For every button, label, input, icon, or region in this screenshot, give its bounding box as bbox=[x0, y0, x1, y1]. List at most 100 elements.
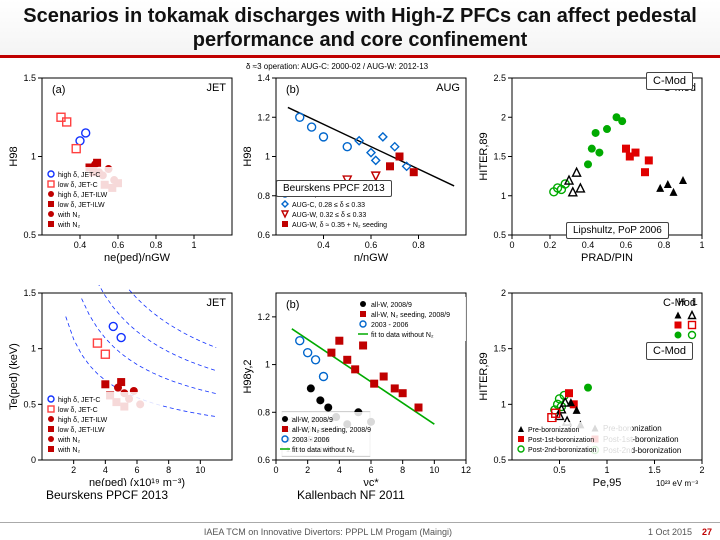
footer-center: IAEA TCM on Innovative Divertors: PPPL L… bbox=[204, 527, 452, 537]
svg-text:1: 1 bbox=[501, 399, 506, 409]
svg-text:Post-1st-boronization: Post-1st-boronization bbox=[528, 437, 594, 444]
badge-cmod-top: C-Mod bbox=[646, 72, 693, 90]
svg-text:10: 10 bbox=[195, 465, 205, 475]
footer-date: 1 Oct 2015 bbox=[648, 527, 692, 537]
svg-text:fit to data without N₂: fit to data without N₂ bbox=[371, 332, 434, 339]
svg-text:(b): (b) bbox=[286, 84, 299, 96]
badge-kallenbach: Kallenbach NF 2011 bbox=[291, 486, 411, 504]
svg-text:all-W, 2008/9: all-W, 2008/9 bbox=[371, 302, 412, 309]
svg-text:0.8: 0.8 bbox=[150, 240, 163, 250]
svg-text:JET: JET bbox=[206, 297, 226, 309]
svg-text:1.5: 1.5 bbox=[23, 288, 36, 298]
svg-text:AUG-W, 0.32 ≤ δ ≤ 0.33: AUG-W, 0.32 ≤ δ ≤ 0.33 bbox=[292, 212, 366, 219]
svg-text:high δ, JET-ILW: high δ, JET-ILW bbox=[58, 192, 108, 199]
svg-text:1: 1 bbox=[191, 240, 196, 250]
svg-text:1: 1 bbox=[265, 360, 270, 370]
svg-text:2: 2 bbox=[305, 465, 310, 475]
svg-text:Pre-boronization: Pre-boronization bbox=[528, 427, 579, 434]
badge-beurskens-bottom: Beurskens PPCF 2013 bbox=[40, 486, 174, 504]
svg-text:0.2: 0.2 bbox=[544, 240, 557, 250]
svg-text:H98: H98 bbox=[242, 146, 254, 166]
svg-text:high δ, JET-C: high δ, JET-C bbox=[58, 172, 100, 179]
svg-text:2003 - 2006: 2003 - 2006 bbox=[292, 437, 329, 444]
svg-text:2: 2 bbox=[501, 288, 506, 298]
svg-text:AUG-W, δ ≈ 0.35 + N₂ seeding: AUG-W, δ ≈ 0.35 + N₂ seeding bbox=[292, 222, 387, 229]
svg-text:0.6: 0.6 bbox=[257, 455, 270, 465]
svg-text:10: 10 bbox=[429, 465, 439, 475]
badge-beurskens-mid: Beurskens PPCF 2013 bbox=[276, 180, 392, 197]
panel-f: 0.511.520.511.52Pe,95HITER,89C-ModPre-bo… bbox=[476, 285, 708, 490]
panel-d-svg: 24681000.511.5ne(ped) (x10¹⁹ m⁻³)Te(ped)… bbox=[6, 285, 238, 490]
svg-text:1: 1 bbox=[265, 152, 270, 162]
svg-text:with N₂: with N₂ bbox=[57, 212, 80, 219]
svg-text:low δ, JET-ILW: low δ, JET-ILW bbox=[58, 427, 105, 434]
svg-text:2: 2 bbox=[501, 112, 506, 122]
svg-text:0.8: 0.8 bbox=[412, 240, 425, 250]
svg-text:0: 0 bbox=[31, 455, 36, 465]
svg-text:H98: H98 bbox=[8, 146, 20, 166]
svg-text:4: 4 bbox=[337, 465, 342, 475]
svg-text:2003 - 2006: 2003 - 2006 bbox=[371, 322, 408, 329]
svg-text:JET: JET bbox=[206, 82, 226, 94]
badge-lipshultz: Lipshultz, PoP 2006 bbox=[566, 222, 669, 239]
svg-text:high δ, JET-C: high δ, JET-C bbox=[58, 397, 100, 404]
svg-text:1.2: 1.2 bbox=[257, 112, 270, 122]
svg-text:2: 2 bbox=[71, 465, 76, 475]
plots-grid: 0.40.60.810.511.5ne(ped)/nGWH98(a)JEThig… bbox=[6, 60, 714, 514]
svg-text:0.8: 0.8 bbox=[658, 240, 671, 250]
svg-text:0.8: 0.8 bbox=[257, 191, 270, 201]
svg-text:H98y,2: H98y,2 bbox=[242, 359, 254, 393]
svg-text:0.5: 0.5 bbox=[493, 455, 506, 465]
svg-text:low δ, JET-C: low δ, JET-C bbox=[58, 407, 98, 414]
svg-text:1.2: 1.2 bbox=[257, 312, 270, 322]
svg-text:all-W, 2008/9: all-W, 2008/9 bbox=[292, 417, 333, 424]
panel-b-svg: 0.40.60.80.60.811.21.4n/nGWH98(b)AUGAUG-… bbox=[240, 70, 472, 265]
svg-text:6: 6 bbox=[368, 465, 373, 475]
svg-text:8: 8 bbox=[166, 465, 171, 475]
svg-text:HITER,89: HITER,89 bbox=[478, 132, 490, 180]
svg-text:0.6: 0.6 bbox=[365, 240, 378, 250]
svg-text:1: 1 bbox=[31, 152, 36, 162]
svg-text:1.5: 1.5 bbox=[648, 465, 661, 475]
svg-text:PRAD/PIN: PRAD/PIN bbox=[581, 252, 633, 264]
svg-text:AUG-C, 0.28 ≤ δ ≤ 0.33: AUG-C, 0.28 ≤ δ ≤ 0.33 bbox=[292, 202, 365, 209]
svg-text:4: 4 bbox=[103, 465, 108, 475]
svg-text:Pe,95: Pe,95 bbox=[593, 477, 622, 489]
panel-e: 0246810120.60.811.2νc*H98y,2(b)~1 MA, Ip… bbox=[240, 285, 472, 490]
svg-text:Te(ped) (keV): Te(ped) (keV) bbox=[8, 343, 20, 410]
svg-text:H: H bbox=[678, 297, 685, 308]
svg-text:0.6: 0.6 bbox=[620, 240, 633, 250]
svg-text:1.5: 1.5 bbox=[23, 73, 36, 83]
svg-text:0: 0 bbox=[509, 240, 514, 250]
svg-text:1: 1 bbox=[31, 344, 36, 354]
svg-text:all-W, N₂ seeding, 2008/9: all-W, N₂ seeding, 2008/9 bbox=[371, 312, 450, 319]
svg-text:1: 1 bbox=[699, 240, 704, 250]
svg-text:high δ, JET-ILW: high δ, JET-ILW bbox=[58, 417, 108, 424]
svg-text:Post-2nd-boronization: Post-2nd-boronization bbox=[528, 447, 597, 454]
svg-text:2.5: 2.5 bbox=[493, 73, 506, 83]
svg-text:1: 1 bbox=[501, 191, 506, 201]
panel-d: 24681000.511.5ne(ped) (x10¹⁹ m⁻³)Te(ped)… bbox=[6, 285, 238, 490]
svg-text:0.8: 0.8 bbox=[257, 407, 270, 417]
svg-text:low δ, JET-C: low δ, JET-C bbox=[58, 182, 98, 189]
svg-text:1.5: 1.5 bbox=[493, 344, 506, 354]
svg-text:0.5: 0.5 bbox=[23, 399, 36, 409]
svg-text:0.6: 0.6 bbox=[257, 230, 270, 240]
svg-text:fit to data without N₂: fit to data without N₂ bbox=[292, 447, 355, 454]
svg-text:1.5: 1.5 bbox=[493, 152, 506, 162]
svg-text:0.4: 0.4 bbox=[74, 240, 87, 250]
slide-title: Scenarios in tokamak discharges with Hig… bbox=[20, 4, 700, 52]
svg-text:(b): (b) bbox=[286, 299, 299, 311]
svg-text:0.5: 0.5 bbox=[23, 230, 36, 240]
svg-text:with N₂: with N₂ bbox=[57, 222, 80, 229]
svg-text:0: 0 bbox=[273, 465, 278, 475]
svg-text:0.5: 0.5 bbox=[493, 230, 506, 240]
svg-text:0.4: 0.4 bbox=[317, 240, 330, 250]
badge-cmod-bottom: C-Mod bbox=[646, 342, 693, 360]
svg-text:with N₂: with N₂ bbox=[57, 437, 80, 444]
svg-text:0.5: 0.5 bbox=[553, 465, 566, 475]
svg-text:0.6: 0.6 bbox=[112, 240, 125, 250]
svg-text:1: 1 bbox=[604, 465, 609, 475]
svg-text:12: 12 bbox=[461, 465, 471, 475]
svg-text:6: 6 bbox=[134, 465, 139, 475]
